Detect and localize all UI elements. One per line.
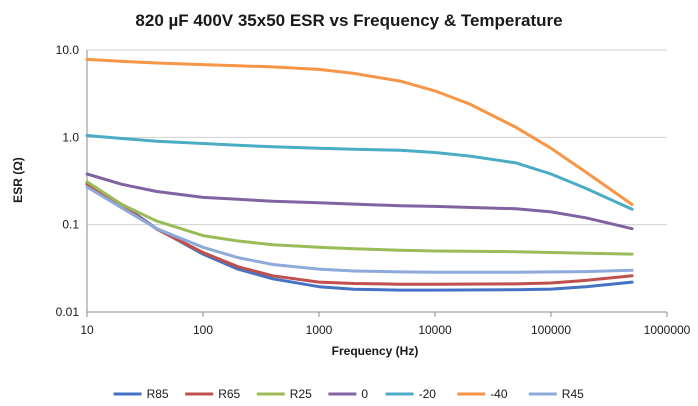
x-tick-label: 10	[80, 323, 94, 337]
legend-label: R85	[147, 387, 169, 401]
chart-title: 820 µF 400V 35x50 ESR vs Frequency & Tem…	[135, 11, 562, 30]
series-line-R25	[85, 180, 634, 256]
legend-item--20: -20	[385, 387, 437, 401]
legend-label: R45	[562, 387, 584, 401]
legend-label: R25	[290, 387, 312, 401]
series-line-R45	[85, 185, 634, 274]
x-axis-title: Frequency (Hz)	[332, 344, 419, 358]
legend-item-0: 0	[328, 387, 368, 401]
y-tick-label: 0.1	[62, 218, 79, 232]
legend-label: -20	[419, 387, 437, 401]
x-tick-label: 100	[193, 323, 213, 337]
series-line--40	[85, 57, 634, 206]
series-line-0	[85, 172, 634, 231]
x-tick-label: 1000	[306, 323, 333, 337]
legend-item-R45: R45	[528, 387, 584, 401]
legend-item-R85: R85	[113, 387, 169, 401]
y-tick-label: 10.0	[56, 43, 80, 57]
legend: R85 R65 R25 0 -20 -40 R45	[113, 387, 584, 401]
legend-label: -40	[490, 387, 508, 401]
x-tick-label: 1000000	[644, 323, 691, 337]
axes	[86, 50, 668, 317]
gridlines	[87, 49, 667, 226]
x-tick-label: 100000	[531, 323, 571, 337]
legend-item--40: -40	[457, 387, 508, 401]
tick-labels: 0.01 0.1 1.0 10.0 10 100 1000 10000 100000 100000…	[56, 43, 691, 337]
legend-label: R65	[218, 387, 240, 401]
series-lines	[85, 57, 634, 292]
x-tick-label: 10000	[418, 323, 452, 337]
y-tick-label: 0.01	[56, 305, 80, 319]
legend-label: 0	[361, 387, 368, 401]
legend-item-R65: R65	[185, 387, 241, 401]
y-tick-label: 1.0	[62, 130, 79, 144]
legend-item-R25: R25	[256, 387, 312, 401]
y-axis-title: ESR (Ω)	[11, 157, 25, 203]
series-line--20	[85, 134, 634, 211]
